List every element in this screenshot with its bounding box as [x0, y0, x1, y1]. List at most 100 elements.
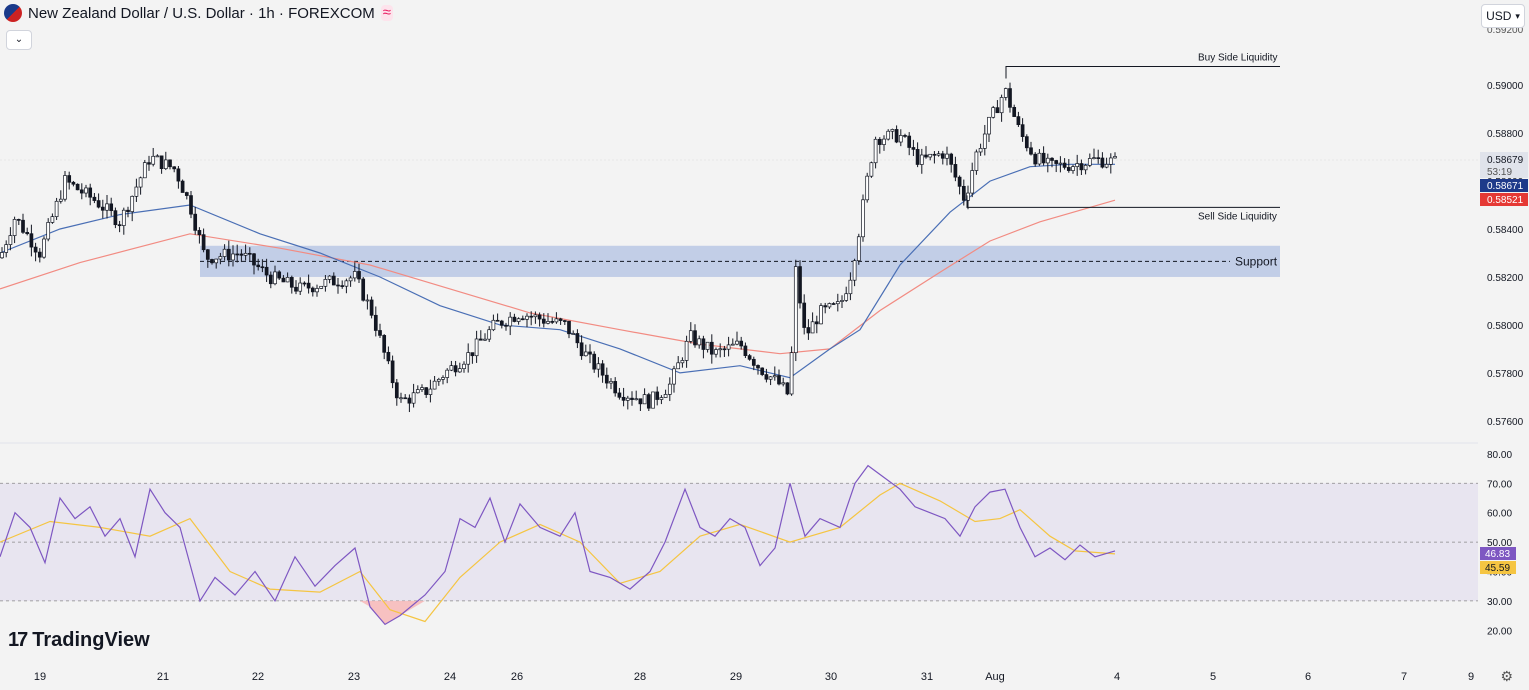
candle-body: [12, 219, 17, 236]
candle-body: [588, 351, 592, 355]
candle-body: [386, 351, 391, 362]
time-tick-label: 23: [348, 671, 360, 683]
candle-body: [684, 340, 689, 361]
candle-body: [100, 206, 105, 211]
symbol-header: New Zealand Dollar / U.S. Dollar · 1h · …: [4, 4, 393, 22]
nzd-usd-flag-icon: [4, 4, 22, 22]
candle-body: [256, 264, 261, 268]
candle-body: [63, 175, 67, 200]
candle-body: [147, 162, 151, 165]
candle-body: [390, 360, 395, 384]
currency-label: USD: [1486, 9, 1512, 23]
candle-body: [903, 135, 907, 137]
approx-icon[interactable]: ≈: [380, 4, 393, 21]
candle-body: [604, 374, 609, 384]
candle-body: [1008, 88, 1012, 108]
candle-body: [369, 299, 374, 316]
candle-body: [21, 219, 25, 233]
candle-body: [75, 183, 80, 191]
chevron-down-icon[interactable]: ⌄: [6, 30, 32, 50]
candle-body: [1054, 160, 1059, 164]
candle-body: [957, 176, 962, 187]
candle-body: [781, 382, 786, 385]
candle-body: [562, 320, 567, 322]
candle-body: [1096, 157, 1101, 159]
candle-body: [949, 153, 954, 165]
candle-body: [819, 305, 823, 325]
candle-body: [319, 285, 324, 289]
price-tick-label: 0.58200: [1487, 273, 1524, 284]
candle-body: [247, 252, 252, 255]
sell-side-liquidity-label: Sell Side Liquidity: [1198, 211, 1277, 222]
candle-body: [348, 277, 353, 282]
candle-body: [222, 248, 227, 257]
candle-body: [478, 338, 483, 341]
candle-body: [151, 155, 156, 165]
currency-selector[interactable]: USD ▾: [1481, 4, 1525, 28]
candle-body: [869, 162, 874, 177]
candle-body: [579, 342, 584, 357]
candle-body: [680, 360, 685, 364]
candle-body: [785, 382, 790, 395]
candle-body: [184, 192, 189, 196]
ma-slow-line: [0, 199, 1116, 355]
gear-icon[interactable]: ⚙: [1500, 668, 1513, 684]
candle-body: [37, 251, 42, 258]
candle-body: [667, 383, 672, 395]
candle-body: [919, 154, 924, 165]
candle-body: [714, 349, 718, 355]
symbol-title[interactable]: New Zealand Dollar / U.S. Dollar · 1h · …: [28, 4, 375, 22]
candle-body: [277, 271, 282, 279]
candle-body: [453, 365, 458, 373]
candle-body: [915, 149, 920, 165]
rsi-ma-badge: [1480, 561, 1516, 574]
candle-body: [54, 200, 59, 217]
candle-body: [789, 352, 794, 395]
candle-body: [508, 316, 513, 327]
candle-body: [344, 280, 349, 287]
candle-body: [268, 274, 273, 285]
candle-body: [214, 258, 219, 264]
candle-body: [646, 394, 651, 409]
candle-body: [323, 279, 328, 287]
candle-body: [315, 288, 319, 293]
candle-body: [898, 135, 903, 143]
candle-body: [172, 166, 177, 170]
candle-body: [861, 199, 865, 238]
candle-body: [50, 216, 55, 223]
candle-body: [814, 321, 819, 325]
candle-body: [495, 319, 500, 322]
candle-body: [793, 266, 798, 354]
candle-body: [856, 236, 861, 262]
tradingview-logo[interactable]: 17 TradingView: [8, 629, 150, 652]
candle-body: [953, 164, 958, 178]
candle-body: [760, 367, 765, 375]
candle-body: [420, 387, 424, 390]
candle-body: [138, 177, 143, 188]
candle-body: [378, 330, 382, 336]
candle-body: [1033, 153, 1038, 165]
candle-body: [940, 153, 945, 159]
candle-body: [1012, 107, 1017, 117]
candle-body: [1108, 157, 1113, 165]
time-tick-label: 5: [1210, 671, 1216, 683]
candle-body: [239, 253, 244, 256]
candle-body: [474, 338, 479, 357]
candle-body: [121, 209, 126, 226]
chevron-down-icon: ▾: [1515, 10, 1520, 21]
price-tick-label: 0.57600: [1487, 417, 1524, 428]
candle-body: [924, 154, 928, 158]
candle-body: [163, 159, 168, 170]
rsi-ma-value-label: 45.59: [1485, 563, 1510, 574]
candle-body: [197, 230, 202, 235]
candle-body: [886, 130, 891, 140]
candle-body: [987, 116, 991, 135]
candle-body: [978, 148, 983, 153]
time-tick-label: 21: [157, 671, 169, 683]
candle-body: [567, 320, 571, 335]
candle-body: [411, 392, 416, 404]
candle-body: [210, 259, 214, 264]
rsi-tick-label: 60.00: [1487, 509, 1512, 520]
price-tick-label: 0.57800: [1487, 369, 1524, 380]
